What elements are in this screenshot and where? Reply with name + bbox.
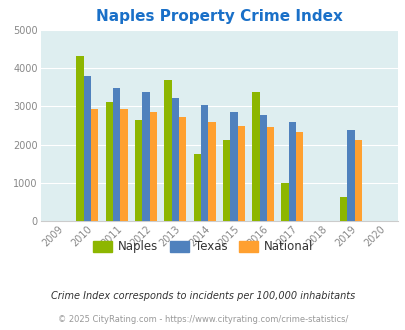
Bar	[222, 140, 230, 221]
Bar	[288, 122, 295, 221]
Bar	[171, 98, 179, 221]
Bar	[354, 140, 361, 221]
Bar	[252, 92, 259, 221]
Bar	[259, 115, 266, 221]
Bar	[237, 126, 244, 221]
Legend: Naples, Texas, National: Naples, Texas, National	[88, 236, 317, 258]
Bar	[105, 102, 113, 221]
Bar	[200, 105, 208, 221]
Bar	[179, 117, 186, 221]
Bar	[230, 113, 237, 221]
Bar	[135, 120, 142, 221]
Bar	[164, 80, 171, 221]
Text: © 2025 CityRating.com - https://www.cityrating.com/crime-statistics/: © 2025 CityRating.com - https://www.city…	[58, 315, 347, 324]
Bar	[142, 92, 149, 221]
Text: Crime Index corresponds to incidents per 100,000 inhabitants: Crime Index corresponds to incidents per…	[51, 291, 354, 301]
Bar	[295, 132, 303, 221]
Bar	[339, 197, 347, 221]
Bar	[193, 154, 200, 221]
Bar	[208, 122, 215, 221]
Bar	[347, 130, 354, 221]
Bar	[76, 56, 83, 221]
Bar	[91, 109, 98, 221]
Bar	[120, 109, 128, 221]
Bar	[281, 183, 288, 221]
Bar	[149, 112, 157, 221]
Bar	[113, 88, 120, 221]
Bar	[83, 76, 91, 221]
Bar	[266, 127, 273, 221]
Title: Naples Property Crime Index: Naples Property Crime Index	[96, 9, 342, 24]
